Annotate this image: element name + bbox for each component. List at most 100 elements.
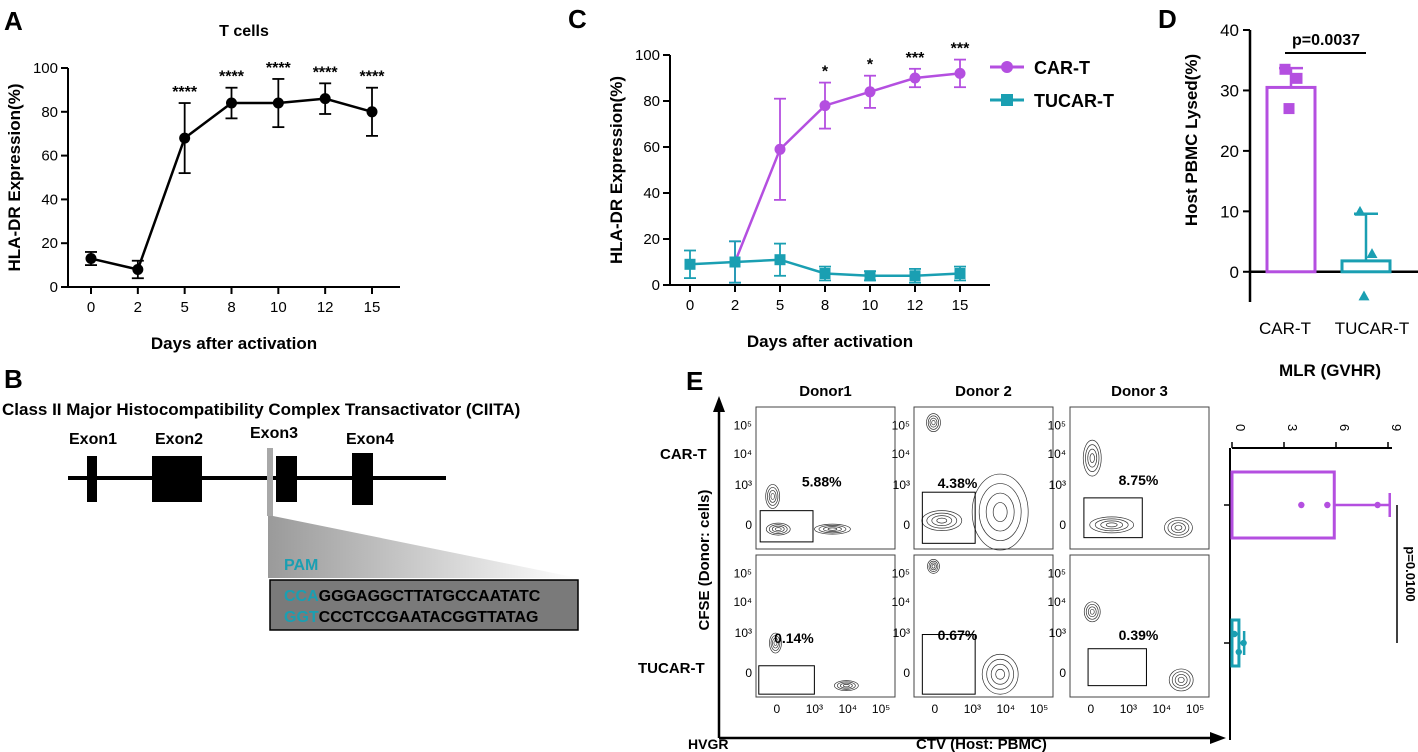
x-tick-label: 8 — [227, 299, 235, 316]
density-contour — [770, 635, 781, 651]
panel-label-a: A — [4, 6, 23, 36]
density-contour — [774, 527, 782, 531]
density-contour — [768, 490, 777, 503]
density-contour — [921, 510, 963, 531]
density-contour — [818, 525, 847, 534]
chart-d: 0 10 20 30 40 Host PBMC Lysed(%) CAR-T TUCAR-T M… — [1182, 21, 1418, 380]
flow-gate — [758, 665, 815, 695]
density-contour — [929, 417, 938, 428]
density-contour — [1168, 668, 1194, 692]
density-contour — [769, 632, 782, 654]
density-contour — [931, 564, 936, 569]
density-contour — [927, 559, 940, 574]
y-tick-label: 40 — [41, 191, 58, 208]
density-contour — [772, 637, 779, 649]
y-tick-label: 30 — [1220, 81, 1239, 100]
density-contour — [765, 484, 781, 509]
density-contour — [1085, 603, 1099, 620]
x-tick-label: 10 — [270, 299, 287, 316]
data-point — [1374, 501, 1381, 509]
ciita-title: Class II Major Histocompatibility Comple… — [2, 400, 520, 419]
density-contour — [836, 681, 856, 690]
y-tick-label: 100 — [33, 60, 58, 77]
density-contour — [1100, 520, 1124, 530]
density-contour — [842, 684, 850, 688]
x-tick-label: 10 — [862, 297, 879, 314]
x-axis-title: Days after activation — [151, 334, 317, 353]
density-contour — [1083, 601, 1101, 623]
density-contour — [773, 640, 778, 646]
flow-cytometry-grid: HVGR CTV (Host: PBMC) CFSE (Donor: cells) C… — [638, 383, 1226, 752]
flow-y-tick: 10³ — [735, 478, 752, 492]
data-point — [85, 253, 97, 265]
exon1-box — [87, 456, 97, 502]
flow-x-tick: 10⁴ — [1152, 702, 1171, 716]
y-tick-label: 0 — [1230, 263, 1239, 282]
flow-gate — [759, 510, 814, 543]
flow-plot-frame — [1069, 554, 1210, 698]
row-label-cart: CAR-T — [660, 446, 707, 463]
flow-y-tick: 10⁴ — [891, 595, 910, 609]
density-contour — [1171, 671, 1191, 689]
flow-y-tick: 0 — [745, 518, 752, 532]
density-contour — [995, 668, 1006, 680]
bar-CAR-T — [1230, 470, 1336, 540]
flow-x-tick: 10⁵ — [872, 702, 890, 716]
panel-label-e: E — [686, 366, 703, 396]
ciita-gene-diagram: Exon1 Exon2 Exon3 Exon4 PAM CCAGGGAGGCTT… — [68, 425, 579, 631]
data-point — [729, 256, 741, 268]
x-tick-label: 2 — [731, 297, 739, 314]
panel-label-d: D — [1158, 4, 1177, 34]
density-contour — [1174, 674, 1188, 686]
data-point — [1231, 630, 1238, 638]
density-contour — [990, 663, 1010, 685]
chart-title: T cells — [219, 23, 269, 40]
significance-mark: **** — [313, 64, 339, 81]
density-contour — [930, 562, 937, 571]
exon3-box — [276, 456, 297, 502]
significance-mark: *** — [906, 50, 925, 67]
density-contour — [1085, 444, 1100, 472]
significance-mark: **** — [219, 69, 245, 86]
donor-label: Donor1 — [799, 383, 852, 400]
density-contour — [1089, 608, 1095, 615]
density-contour — [823, 526, 842, 532]
density-contour — [1177, 676, 1185, 684]
data-point — [179, 132, 191, 144]
flow-plot-frame — [755, 406, 896, 550]
p-value-label: p=0.0100 — [1403, 546, 1418, 601]
flow-y-tick: 10³ — [735, 626, 752, 640]
density-contour — [827, 527, 838, 531]
data-point — [319, 93, 331, 105]
zoom-wedge — [268, 516, 578, 578]
y-tick-label: 100 — [635, 47, 660, 64]
y-axis-title: HLA-DR Expression(%) — [5, 84, 24, 272]
significance-mark: **** — [360, 69, 386, 86]
x-tick-label: 0 — [1233, 424, 1248, 431]
chart-c: 0 20 40 60 80 100 0 2 5 8 10 12 15 Days after activat… — [607, 41, 1114, 351]
sequence-top: CCAGGGAGGCTTATGCCAATATC — [284, 588, 541, 605]
x-tick-label: 0 — [686, 297, 694, 314]
density-contour — [833, 680, 859, 691]
legend-label: TUCAR-T — [1034, 91, 1114, 111]
flow-y-tick: 10⁵ — [892, 566, 910, 580]
flow-plot-frame — [755, 554, 896, 698]
flow-x-tick: 0 — [932, 702, 939, 716]
significance-mark: *** — [951, 41, 970, 58]
gate-percent: 0.39% — [1119, 627, 1159, 643]
flow-y-tick: 10⁴ — [1047, 595, 1066, 609]
data-point — [132, 263, 144, 275]
gate-percent: 4.38% — [938, 475, 978, 491]
flow-y-tick: 10³ — [893, 626, 910, 640]
y-tick-label: 80 — [643, 93, 660, 110]
gate-percent: 8.75% — [1119, 472, 1159, 488]
x-tick-label: CAR-T — [1259, 319, 1311, 338]
density-contour — [1094, 518, 1129, 532]
chart-e: 0 3 6 9 p=0.0100 — [1224, 424, 1418, 740]
exon2-box — [152, 456, 202, 502]
flow-y-tick: 10⁴ — [891, 447, 910, 461]
exon3-label: Exon3 — [250, 425, 298, 442]
data-point — [1358, 290, 1370, 301]
data-point — [819, 268, 831, 279]
